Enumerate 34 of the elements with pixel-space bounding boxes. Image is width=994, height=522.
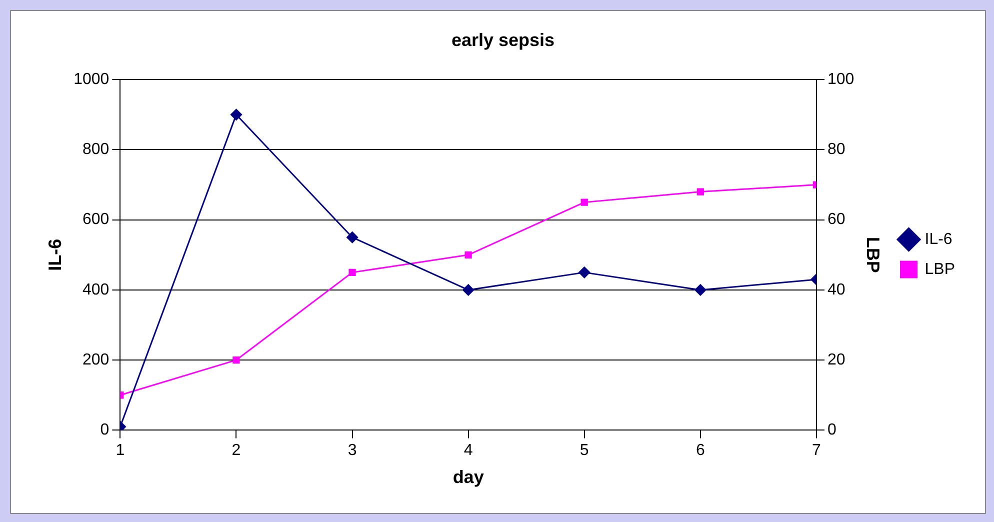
legend-label: LBP: [924, 260, 956, 278]
y2-axis-title: LBP: [862, 236, 883, 273]
y-tick-label: 0: [100, 422, 110, 439]
x-tick-label: 5: [580, 442, 589, 460]
x-tick-label: 2: [232, 442, 241, 460]
y2-tick-label: 80: [827, 141, 846, 158]
y-tick-label: 200: [82, 351, 110, 368]
y-tick-label: 600: [82, 211, 110, 228]
point: [346, 232, 358, 244]
y-tick-label: 400: [82, 281, 110, 298]
point: [464, 251, 472, 258]
x-tick-label: 4: [464, 442, 473, 460]
point: [348, 268, 356, 276]
y-tick-label: 1000: [74, 71, 110, 88]
y2-tick-label: 60: [827, 211, 846, 228]
point: [462, 284, 474, 296]
point: [696, 188, 704, 196]
y2-tick-label: 20: [827, 351, 846, 368]
y2-tick-label: 100: [827, 71, 854, 88]
x-axis-title: day: [452, 467, 484, 488]
x-tick-label: 7: [812, 442, 822, 460]
legend-label: IL-6: [924, 230, 952, 248]
point: [580, 198, 588, 206]
y-tick-label: 800: [82, 141, 110, 158]
y2-tick-label: 40: [827, 281, 846, 298]
x-tick-label: 1: [116, 442, 125, 460]
point: [578, 266, 590, 278]
point: [694, 284, 706, 296]
x-tick-label: 3: [348, 442, 357, 460]
point: [232, 356, 240, 364]
x-tick-label: 6: [696, 442, 705, 460]
y2-tick-label: 0: [827, 422, 836, 439]
y-axis-title: IL-6: [44, 238, 65, 271]
chart-title: early sepsis: [451, 30, 555, 50]
